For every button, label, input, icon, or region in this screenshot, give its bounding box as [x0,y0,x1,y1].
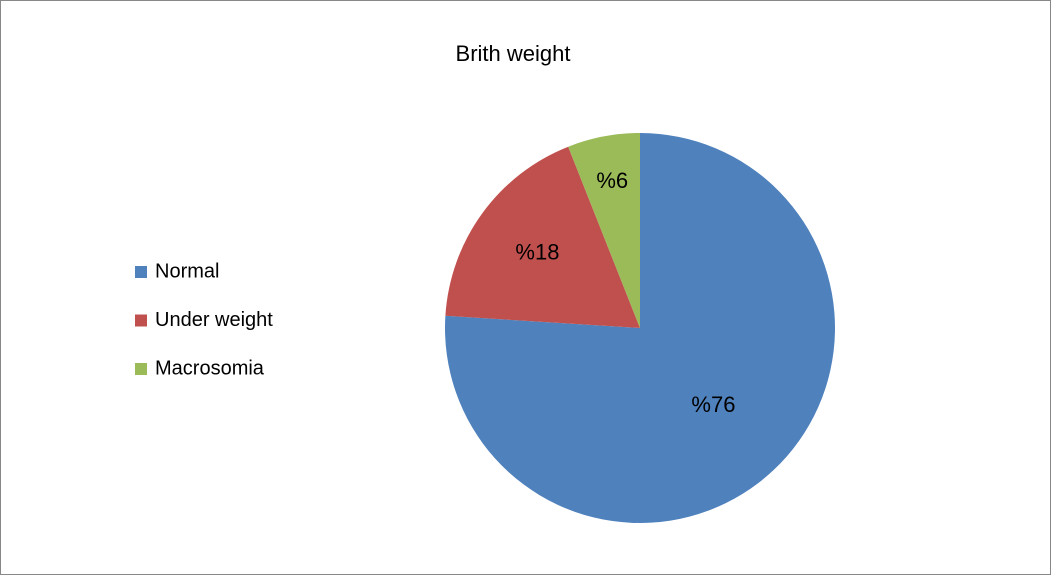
legend-label: Under weight [155,309,273,331]
pie-slice [445,146,640,328]
legend-label: Normal [155,260,219,282]
legend-swatch [135,314,147,327]
legend-label: Macrosomia [155,357,265,379]
legend-swatch [135,363,147,375]
pie-slice [568,133,640,328]
chart-title: Brith weight [456,41,571,66]
legend-swatch [135,266,147,278]
data-label: %76 [691,392,735,417]
data-label: %6 [596,168,628,193]
data-label: %18 [515,239,559,264]
